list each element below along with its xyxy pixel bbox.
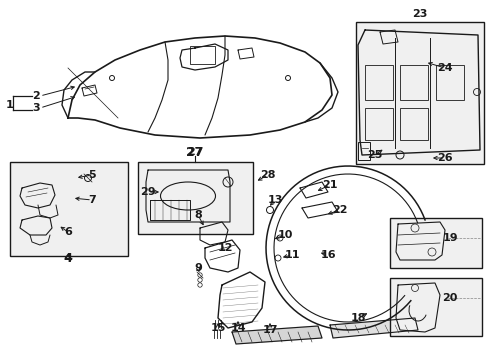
Text: 13: 13: [267, 195, 282, 205]
Text: 17: 17: [262, 325, 277, 335]
Text: 8: 8: [194, 210, 202, 220]
Text: 18: 18: [349, 313, 365, 323]
Text: 9: 9: [194, 263, 202, 273]
Text: 25: 25: [366, 150, 382, 160]
Bar: [399, 65, 427, 100]
Text: 23: 23: [411, 9, 427, 19]
Text: 12: 12: [217, 243, 232, 253]
Bar: [138, 162, 252, 234]
Text: 16: 16: [320, 250, 335, 260]
Text: 26: 26: [436, 153, 452, 163]
Bar: [10, 162, 128, 256]
Bar: [399, 108, 427, 140]
Text: 20: 20: [442, 293, 457, 303]
Text: 7: 7: [88, 195, 96, 205]
Bar: [389, 218, 481, 268]
Text: 24: 24: [436, 63, 452, 73]
Polygon shape: [329, 318, 417, 338]
Text: 14: 14: [230, 323, 245, 333]
Bar: [357, 142, 369, 160]
Text: 5: 5: [88, 170, 96, 180]
Text: 10: 10: [277, 230, 292, 240]
Text: 4: 4: [64, 253, 72, 263]
Bar: [435, 65, 463, 100]
Text: 28: 28: [260, 170, 275, 180]
Text: 21: 21: [322, 180, 337, 190]
Text: 4: 4: [63, 252, 72, 265]
Text: 6: 6: [64, 227, 72, 237]
Text: 3: 3: [32, 103, 40, 113]
Bar: [364, 108, 392, 140]
Bar: [355, 22, 483, 164]
Text: 27: 27: [186, 145, 203, 158]
Text: 22: 22: [331, 205, 347, 215]
Text: 15: 15: [210, 323, 225, 333]
Text: 27: 27: [187, 147, 203, 157]
Bar: [389, 278, 481, 336]
Polygon shape: [231, 326, 321, 344]
Bar: [364, 65, 392, 100]
Text: 29: 29: [140, 187, 156, 197]
Bar: [190, 46, 215, 64]
Text: 19: 19: [441, 233, 457, 243]
Text: 11: 11: [284, 250, 299, 260]
Text: 1: 1: [5, 100, 13, 110]
Text: 2: 2: [32, 91, 40, 101]
